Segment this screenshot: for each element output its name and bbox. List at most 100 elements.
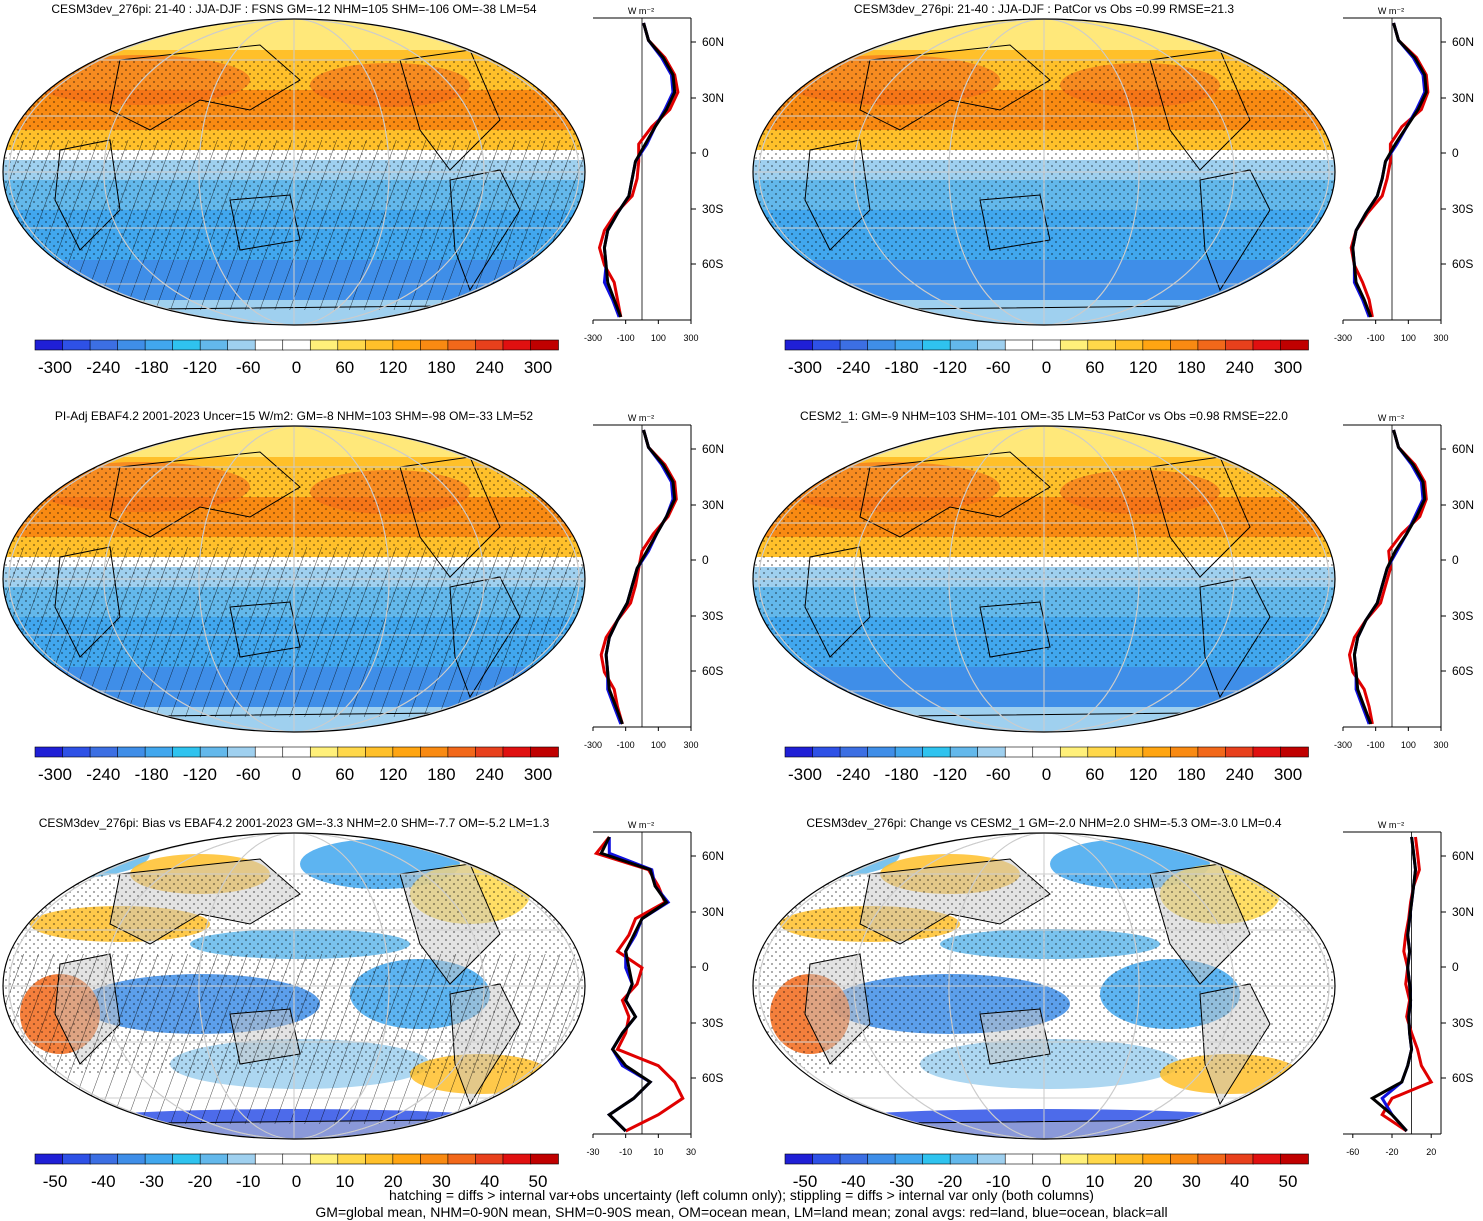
colorbar-tick-label: 0 [1042, 1172, 1051, 1191]
colorbar-swatch [1280, 1153, 1309, 1165]
colorbar-tick-label: 10 [1085, 1172, 1104, 1191]
map-border [2, 18, 586, 326]
graticule-meridian [8, 19, 580, 325]
zonal-lat-label: 60S [1452, 664, 1473, 678]
colorbar-swatch [530, 746, 559, 758]
zonal-mean-plot: W m⁻² -30 -10 10 30 60N 30N 0 30S 60S [586, 820, 724, 1157]
colorbar-tick-label: 240 [1226, 358, 1254, 377]
colorbar-swatch [282, 1153, 312, 1165]
colorbar-swatch [144, 746, 174, 758]
zonal-line-land [1380, 836, 1434, 1133]
zonal-xtick-label: 300 [1433, 740, 1448, 750]
zonal-unit-label: W m⁻² [1378, 413, 1404, 423]
zonal-lat-label: 60S [702, 257, 723, 271]
zonal-lat-label: 30N [1452, 91, 1474, 105]
colorbar-tick-label: -240 [836, 765, 870, 784]
zonal-lat-label: 30N [1452, 905, 1474, 919]
zonal-xtick-label: -20 [1385, 1147, 1398, 1157]
panel-5: CESM3dev_276pi: Bias vs EBAF4.2 2001-202… [2, 816, 724, 1191]
colorbar-swatch [1087, 339, 1117, 351]
colorbar-swatch [309, 339, 339, 351]
zonal-mean-plot: W m⁻² -300 -100 100 300 60N 30N 0 30S 60S [1334, 413, 1474, 750]
colorbar-swatch [1280, 339, 1309, 351]
zonal-lat-label: 0 [702, 146, 709, 160]
colorbar-swatch [89, 339, 119, 351]
zonal-line-all [1369, 836, 1418, 1133]
colorbar-tick-label: -300 [38, 765, 72, 784]
colorbar-tick-label: -50 [43, 1172, 68, 1191]
zonal-line-land [1347, 429, 1428, 725]
colorbar-swatch [894, 746, 924, 758]
zonal-xtick-label: 100 [651, 333, 666, 343]
colorbar-tick-label: 240 [1226, 765, 1254, 784]
graticule-meridian [103, 833, 485, 1139]
map-anomaly-region [753, 833, 900, 879]
colorbar-tick-label: -50 [793, 1172, 818, 1191]
colorbar-tick-label: -120 [933, 765, 967, 784]
colorbar-swatch [89, 746, 119, 758]
zonal-mean-plot: W m⁻² -300 -100 100 300 60N 30N 0 30S 60S [1334, 6, 1474, 343]
colorbar-swatch [199, 339, 229, 351]
colorbar-swatch [34, 1153, 64, 1165]
zonal-lat-label: 60N [1452, 442, 1474, 456]
zonal-xtick-label: 100 [1401, 333, 1416, 343]
stippling [753, 874, 1335, 1074]
colorbar-swatch [282, 339, 312, 351]
colorbar-swatch [530, 1153, 559, 1165]
zonal-unit-label: W m⁻² [1378, 6, 1404, 16]
zonal-xtick-label: 100 [651, 740, 666, 750]
zonal-lat-label: 60N [702, 442, 724, 456]
colorbar-swatch [227, 339, 257, 351]
colorbar-swatch [117, 339, 146, 351]
colorbar-tick-label: -180 [135, 358, 169, 377]
zonal-unit-label: W m⁻² [628, 820, 654, 830]
colorbar-swatch [1170, 746, 1199, 758]
colorbar-swatch [392, 339, 422, 351]
colorbar-tick-label: -300 [38, 358, 72, 377]
colorbar-swatch [144, 339, 174, 351]
colorbar-swatch [309, 746, 339, 758]
zonal-xtick-label: -100 [617, 740, 635, 750]
colorbar-tick-label: -30 [139, 1172, 164, 1191]
zonal-mean-plot: W m⁻² -60 -20 20 60N 30N 0 30S 60S [1343, 820, 1474, 1157]
map-field [753, 833, 1335, 1139]
zonal-xtick-label: -10 [619, 1147, 632, 1157]
colorbar-tick-label: 180 [427, 765, 455, 784]
zonal-lat-label: 60N [1452, 35, 1474, 49]
zonal-lat-label: 30S [1452, 609, 1473, 623]
colorbar-tick-label: 300 [1274, 765, 1302, 784]
colorbar-tick-label: -40 [841, 1172, 866, 1191]
panel-title: CESM3dev_276pi: 21-40 : JJA-DJF : FSNS G… [51, 2, 537, 16]
zonal-lat-label: 60S [702, 1071, 723, 1085]
colorbar-tick-label: -180 [135, 765, 169, 784]
colorbar-swatch [784, 339, 814, 351]
colorbar-swatch [62, 1153, 91, 1165]
zonal-lat-label: 30N [1452, 498, 1474, 512]
colorbar-tick-label: -10 [986, 1172, 1011, 1191]
colorbar-swatch [172, 1153, 201, 1165]
colorbar-swatch [1142, 1153, 1172, 1165]
colorbar-tick-label: -10 [236, 1172, 261, 1191]
colorbar-swatch [1032, 339, 1062, 351]
zonal-lat-label: 30N [702, 905, 724, 919]
zonal-xtick-label: 100 [1401, 740, 1416, 750]
zonal-lat-label: 30S [1452, 202, 1473, 216]
map-field [3, 833, 585, 1139]
graticule-meridian [8, 833, 580, 1139]
colorbar-swatch [894, 339, 924, 351]
colorbar-swatch [839, 1153, 869, 1165]
zonal-xtick-label: 10 [653, 1147, 663, 1157]
colorbar-tick-label: 300 [524, 358, 552, 377]
zonal-lat-label: 60S [702, 664, 723, 678]
colorbar-swatch [977, 339, 1007, 351]
colorbar-swatch [309, 1153, 339, 1165]
colorbar-swatch [530, 339, 559, 351]
colorbar-tick-label: 50 [529, 1172, 548, 1191]
zonal-lat-label: 60S [1452, 257, 1473, 271]
graticule-meridian [8, 426, 580, 732]
colorbar-swatch [254, 746, 284, 758]
footer-line-1: hatching = diffs > internal var+obs unce… [389, 1187, 1094, 1203]
colorbar-swatch [1115, 1153, 1144, 1165]
colorbar-swatch [1142, 339, 1172, 351]
zonal-xtick-label: 300 [683, 740, 698, 750]
